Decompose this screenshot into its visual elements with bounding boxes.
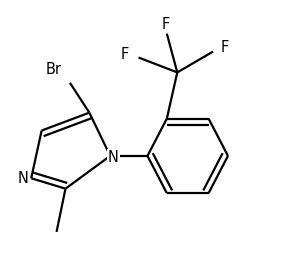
Text: N: N — [17, 171, 28, 186]
Text: Br: Br — [45, 62, 61, 77]
Text: F: F — [121, 47, 129, 62]
Text: F: F — [161, 17, 170, 32]
Text: N: N — [108, 150, 119, 165]
Text: F: F — [221, 39, 229, 55]
